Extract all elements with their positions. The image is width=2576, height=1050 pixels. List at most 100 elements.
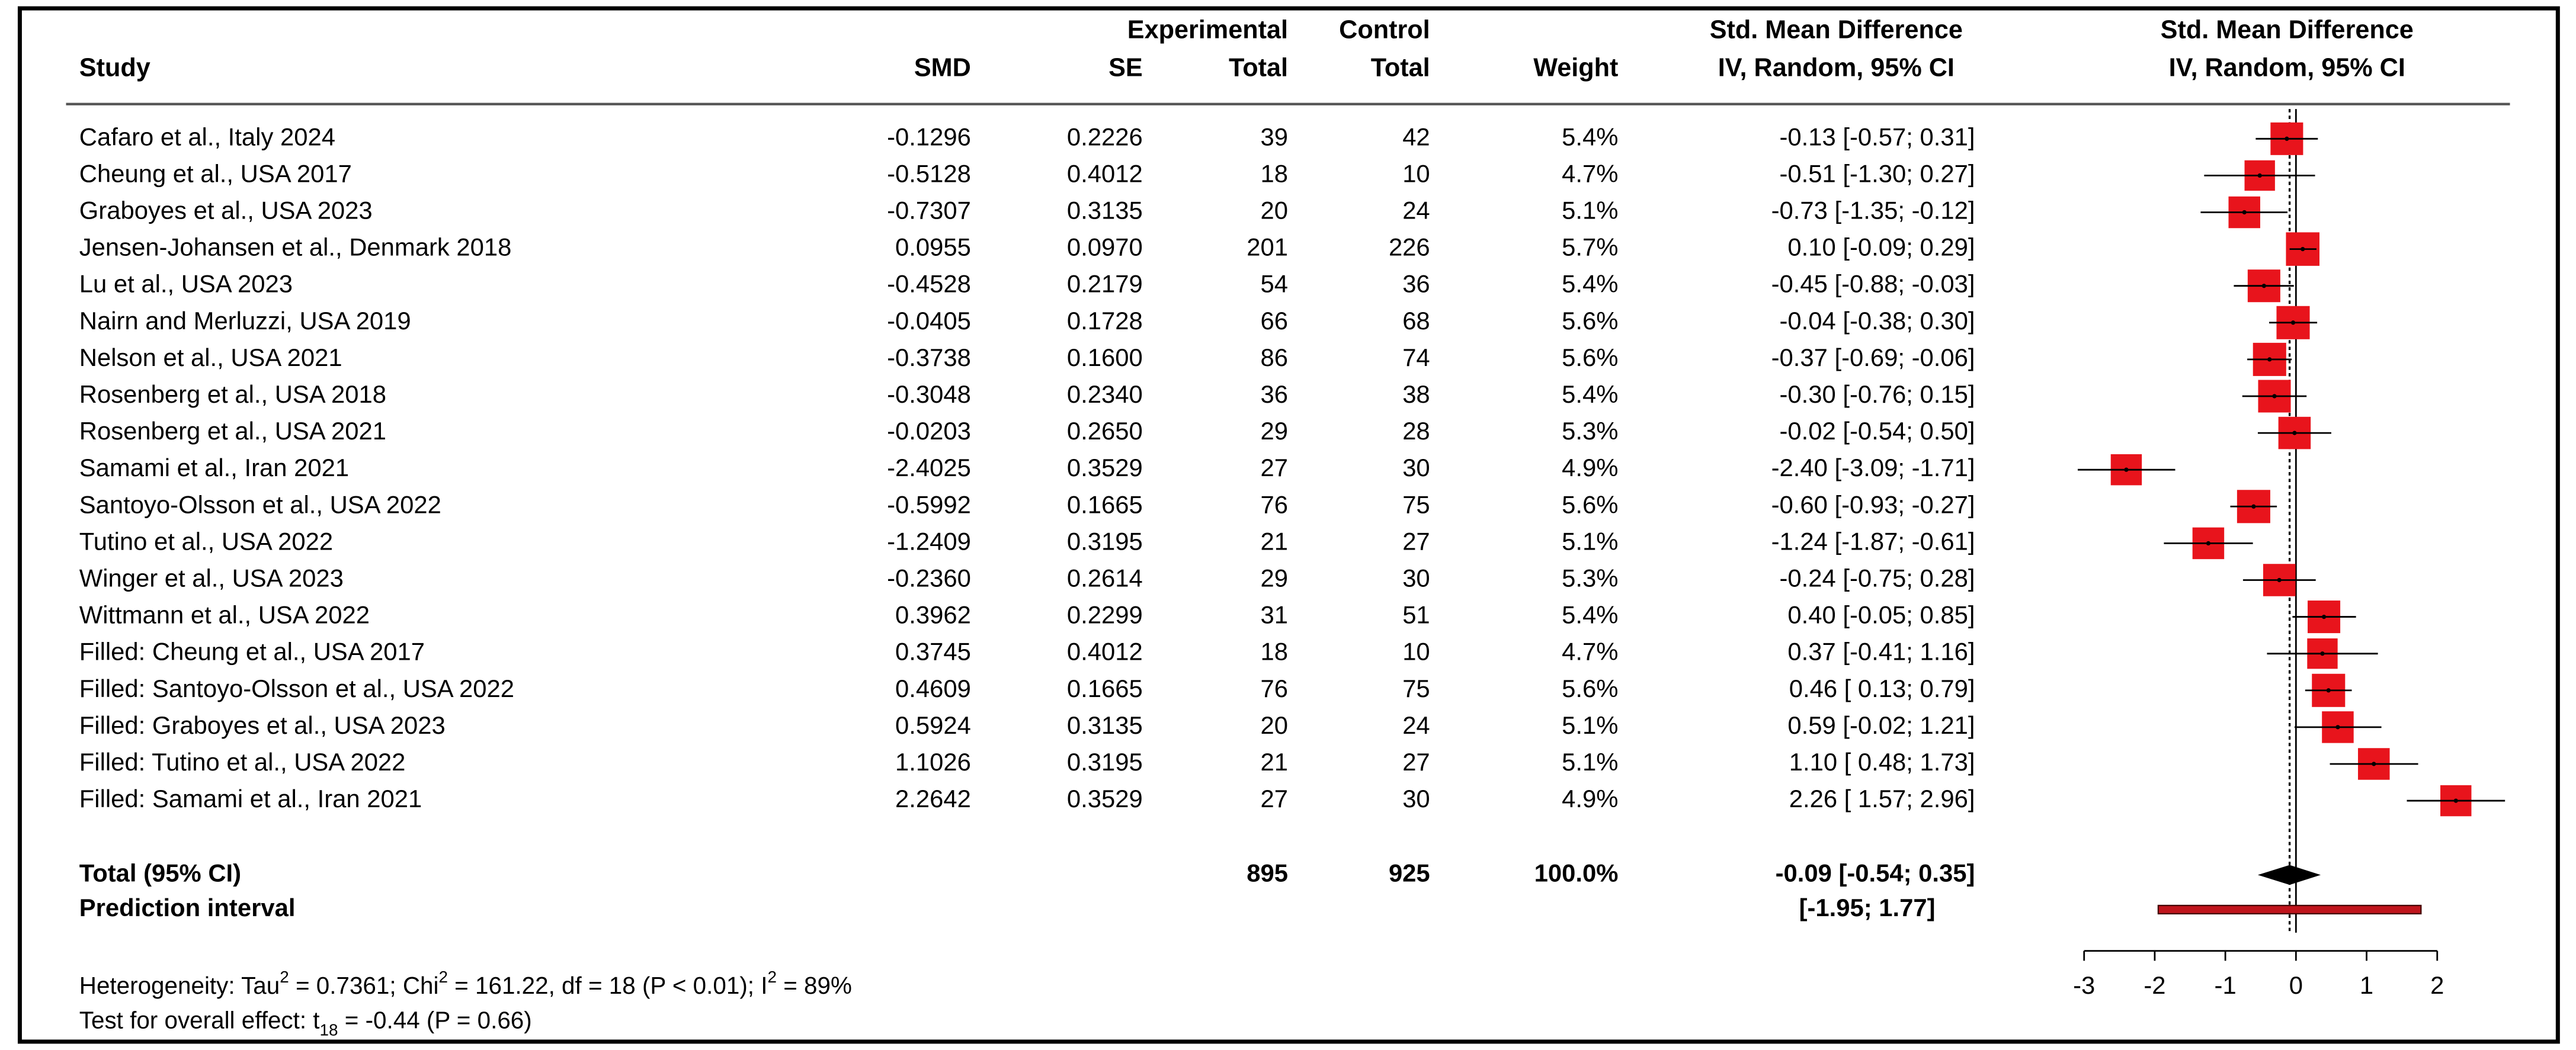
weight-value: 5.4% [1562, 380, 1618, 408]
weight-value: 4.7% [1562, 159, 1618, 187]
se-value: 0.3529 [1067, 454, 1143, 481]
study-label: Graboyes et al., USA 2023 [79, 197, 373, 224]
smd-value: -2.4025 [887, 454, 971, 481]
header-smd: SMD [914, 54, 971, 82]
ctrl-total: 30 [1402, 785, 1430, 813]
se-value: 0.2614 [1067, 564, 1143, 592]
effect-point [2290, 320, 2296, 325]
frame [17, 6, 2560, 1044]
weight-value: 5.6% [1562, 307, 1618, 335]
exp-total: 27 [1261, 785, 1289, 813]
se-value: 0.4012 [1067, 638, 1143, 666]
smd-value: 0.4609 [895, 675, 971, 702]
effect-point [2292, 431, 2297, 435]
weight-value: 5.1% [1562, 748, 1618, 776]
exp-total: 18 [1261, 638, 1289, 666]
header-plot-title: Std. Mean Difference [2161, 16, 2414, 44]
se-value: 0.3135 [1067, 711, 1143, 739]
ctrl-total: 38 [1402, 380, 1430, 408]
ctrl-total: 28 [1402, 417, 1430, 445]
study-label: Rosenberg et al., USA 2018 [79, 380, 386, 408]
exp-total: 29 [1261, 564, 1289, 592]
effect-point [2320, 651, 2325, 656]
smd-value: -0.3738 [887, 343, 971, 371]
heterogeneity-note-part: = 0.7361; Chi [289, 972, 439, 999]
weight-value: 5.6% [1562, 343, 1618, 371]
weight-value: 5.1% [1562, 527, 1618, 555]
header-ci-title: Std. Mean Difference [1710, 16, 1963, 44]
overall-test-note-part: 18 [320, 1020, 338, 1039]
effect-point [2272, 394, 2277, 399]
header-se: SE [1108, 54, 1143, 82]
heterogeneity-note-part: 2 [767, 968, 777, 986]
ci-label: -1.24 [-1.87; -0.61] [1771, 527, 1975, 555]
heterogeneity-note: Heterogeneity: Tau2 = 0.7361; Chi2 = 161… [79, 968, 852, 999]
ctrl-total: 68 [1402, 307, 1430, 335]
total-weight: 100.0% [1534, 859, 1619, 887]
se-value: 0.2179 [1067, 270, 1143, 298]
ctrl-total: 36 [1402, 270, 1430, 298]
x-tick-label: -3 [2073, 971, 2095, 999]
smd-value: -0.5992 [887, 490, 971, 518]
study-label: Tutino et al., USA 2022 [79, 527, 333, 555]
ctrl-total: 24 [1402, 711, 1430, 739]
study-label: Filled: Samami et al., Iran 2021 [79, 785, 422, 813]
ci-label: 0.40 [-0.05; 0.85] [1787, 601, 1975, 629]
ctrl-total: 10 [1402, 159, 1430, 187]
smd-value: -0.2360 [887, 564, 971, 592]
x-tick-label: 1 [2360, 971, 2373, 999]
ci-label: 2.26 [ 1.57; 2.96] [1789, 785, 1975, 813]
weight-value: 5.6% [1562, 675, 1618, 702]
ctrl-total: 75 [1402, 675, 1430, 702]
study-label: Cheung et al., USA 2017 [79, 159, 352, 187]
header-experimental: Experimental [1127, 16, 1288, 44]
se-value: 0.3135 [1067, 197, 1143, 224]
smd-value: 0.3745 [895, 638, 971, 666]
total-label: Total (95% CI) [79, 859, 241, 887]
study-label: Filled: Graboyes et al., USA 2023 [79, 711, 446, 739]
ci-label: 0.37 [-0.41; 1.16] [1787, 638, 1975, 666]
weight-value: 5.4% [1562, 270, 1618, 298]
overall-test-note-part: Test for overall effect: t [79, 1006, 320, 1033]
heterogeneity-note-part: 2 [438, 968, 448, 986]
weight-value: 5.3% [1562, 564, 1618, 592]
effect-point [2257, 173, 2262, 178]
smd-value: -0.3048 [887, 380, 971, 408]
study-label: Lu et al., USA 2023 [79, 270, 293, 298]
exp-total: 39 [1261, 123, 1289, 150]
effect-point [2124, 467, 2129, 472]
ci-label: -0.73 [-1.35; -0.12] [1771, 197, 1975, 224]
heterogeneity-note-part: Heterogeneity: Tau [79, 972, 280, 999]
smd-value: -0.7307 [887, 197, 971, 224]
exp-total: 36 [1261, 380, 1289, 408]
effect-point [2242, 210, 2247, 215]
total-ctrl: 925 [1389, 859, 1430, 887]
se-value: 0.1665 [1067, 490, 1143, 518]
study-label: Filled: Tutino et al., USA 2022 [79, 748, 406, 776]
ci-label: -0.45 [-0.88; -0.03] [1771, 270, 1975, 298]
summary-diamond [2257, 865, 2321, 885]
smd-value: -0.4528 [887, 270, 971, 298]
study-label: Cafaro et al., Italy 2024 [79, 123, 335, 150]
x-tick-label: 0 [2289, 971, 2303, 999]
ctrl-total: 27 [1402, 527, 1430, 555]
ci-label: -0.60 [-0.93; -0.27] [1771, 490, 1975, 518]
smd-value: 0.5924 [895, 711, 971, 739]
weight-value: 5.1% [1562, 711, 1618, 739]
ctrl-total: 27 [1402, 748, 1430, 776]
study-label: Nelson et al., USA 2021 [79, 343, 342, 371]
ci-label: 0.46 [ 0.13; 0.79] [1789, 675, 1975, 702]
study-label: Nairn and Merluzzi, USA 2019 [79, 307, 411, 335]
effect-point [2251, 504, 2256, 509]
effect-point [2277, 577, 2282, 583]
weight-value: 5.1% [1562, 197, 1618, 224]
header-plot-subtitle: IV, Random, 95% CI [2169, 54, 2405, 82]
smd-value: -0.0203 [887, 417, 971, 445]
effect-point [2206, 541, 2211, 546]
ctrl-total: 75 [1402, 490, 1430, 518]
ci-label: 1.10 [ 0.48; 1.73] [1789, 748, 1975, 776]
effect-point [2335, 725, 2340, 730]
ci-label: -0.37 [-0.69; -0.06] [1771, 343, 1975, 371]
effect-point [2372, 762, 2376, 766]
